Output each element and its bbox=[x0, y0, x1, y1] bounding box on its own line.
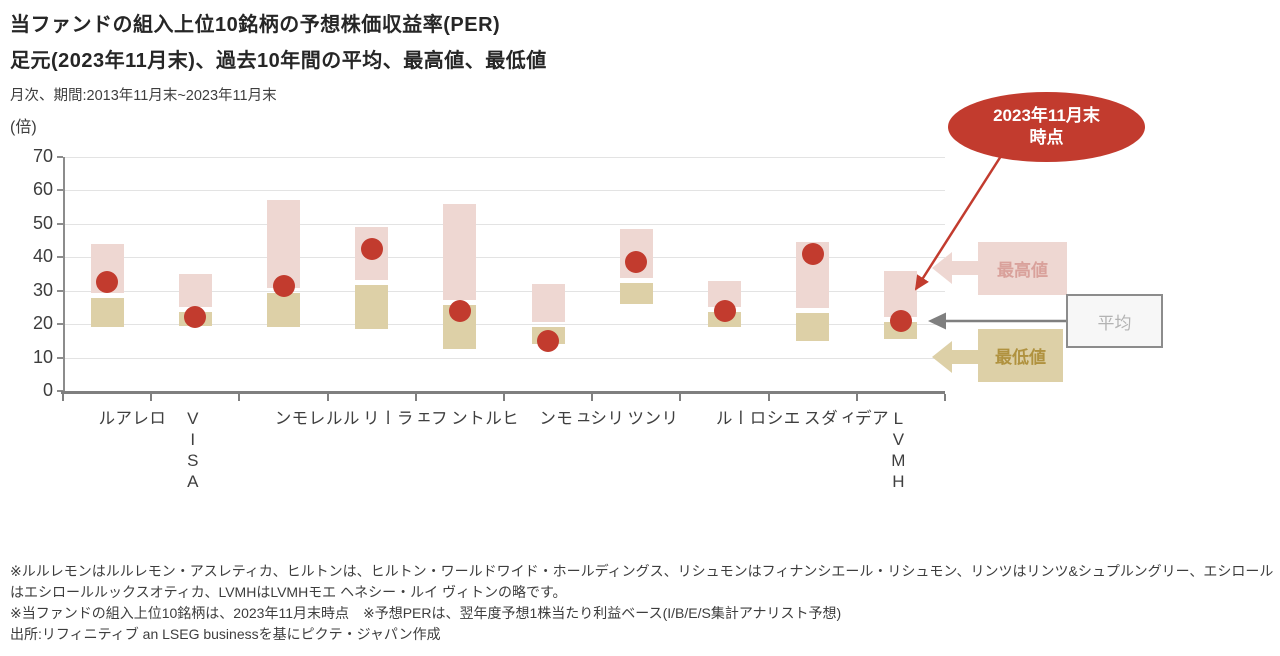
x-axis-line bbox=[61, 391, 945, 394]
chart-subtitle: 足元(2023年11月末)、過去10年間の平均、最高値、最低値 bbox=[10, 50, 547, 72]
plot-area: 0 10 20 30 40 50 60 70 ロレアル VISA ルルレモン フェラーリ ヒルトン リシュ… bbox=[33, 146, 946, 493]
footnote-abbreviations: ※ルルレモンはルルレモン・アスレティカ、ヒルトンは、ヒルトン・ワールドワイド・ホ… bbox=[10, 563, 1274, 600]
current-per-dot bbox=[184, 306, 207, 329]
x-category-label: ロレアル bbox=[95, 409, 166, 430]
x-axis-tick bbox=[679, 394, 682, 401]
chart-title: 当ファンドの組入上位10銘柄の予想株価収益率(PER) bbox=[10, 14, 501, 36]
y-tick-label: 70 bbox=[32, 146, 53, 166]
x-axis-tick bbox=[62, 394, 64, 401]
x-category-label: フェラーリ bbox=[359, 409, 447, 430]
annotation-current-line1: 2023年11月末 bbox=[993, 105, 1100, 125]
current-per-dot bbox=[448, 299, 471, 322]
y-tick-label: 20 bbox=[32, 313, 53, 334]
x-axis-tick bbox=[414, 394, 417, 401]
y-axis-tick bbox=[57, 256, 63, 259]
x-axis-tick bbox=[503, 394, 505, 401]
current-per-dot bbox=[96, 271, 119, 294]
x-category-label: LVMH bbox=[888, 409, 908, 493]
x-axis-tick bbox=[767, 394, 770, 401]
min-range-bar bbox=[796, 313, 830, 341]
max-range-bar bbox=[884, 270, 918, 317]
y-axis-tick bbox=[57, 289, 63, 292]
y-tick-label: 50 bbox=[32, 212, 53, 233]
footnotes-block: ※ルルレモンはルルレモン・アスレティカ、ヒルトンは、ヒルトン・ワールドワイド・ホ… bbox=[10, 561, 1276, 645]
y-axis-tick bbox=[57, 189, 63, 192]
footnote-source: 出所:リフィニティブ an LSEG businessを基にピクテ・ジャパン作成 bbox=[10, 626, 441, 642]
y-tick-label: 0 bbox=[42, 380, 53, 400]
max-range-bar bbox=[178, 274, 212, 307]
annotation-current-line2: 時点 bbox=[1029, 128, 1064, 147]
current-per-dot bbox=[360, 237, 383, 260]
gridline bbox=[63, 357, 945, 359]
legend-avg-box: 平均 bbox=[1066, 294, 1163, 348]
footnote-methodology: ※当ファンドの組入上位10銘柄は、2023年11月末時点 ※予想PERは、翌年度… bbox=[10, 605, 842, 621]
gridline bbox=[63, 190, 945, 192]
y-axis-tick bbox=[57, 222, 63, 225]
x-category-label: ルルレモン bbox=[271, 409, 359, 430]
min-range-bar bbox=[267, 293, 300, 328]
gridline bbox=[63, 223, 945, 225]
y-tick-label: 40 bbox=[32, 246, 53, 267]
x-axis-tick bbox=[150, 394, 153, 401]
current-per-dot bbox=[713, 299, 736, 322]
gridline bbox=[63, 257, 945, 259]
min-range-bar bbox=[90, 298, 124, 328]
x-axis-tick bbox=[591, 394, 594, 401]
y-axis-tick bbox=[57, 390, 63, 392]
y-axis-tick bbox=[57, 323, 63, 326]
gridline bbox=[63, 324, 945, 326]
max-range-bar bbox=[267, 200, 300, 289]
min-range-bar bbox=[355, 284, 389, 330]
x-category-label: リシュモン bbox=[536, 409, 624, 430]
x-axis-tick bbox=[944, 394, 946, 401]
y-axis-tick bbox=[57, 156, 63, 158]
x-category-label: ヒルトン bbox=[447, 409, 518, 430]
gridline bbox=[63, 290, 945, 292]
x-axis-tick bbox=[855, 394, 858, 401]
y-axis-line bbox=[63, 157, 65, 391]
min-range-bar bbox=[619, 283, 653, 305]
x-category-label: VISA bbox=[183, 409, 203, 493]
chart-period: 月次、期間:2013年11月末~2023年11月末 bbox=[10, 88, 277, 104]
y-tick-label: 30 bbox=[32, 279, 53, 300]
max-range-bar bbox=[443, 203, 477, 300]
current-per-dot bbox=[801, 242, 824, 265]
annotation-current-bubble: 2023年11月末 時点 bbox=[948, 92, 1145, 162]
y-axis-tick bbox=[57, 356, 63, 359]
x-category-label: エシロール bbox=[712, 409, 800, 430]
y-tick-label: 10 bbox=[32, 346, 53, 367]
x-category-label: アディダス bbox=[800, 409, 888, 430]
x-category-label: リンツ bbox=[624, 409, 678, 430]
legend-min-label: 最低値 bbox=[978, 329, 1063, 382]
gridline bbox=[63, 157, 945, 158]
legend-max-label: 最高値 bbox=[978, 242, 1067, 295]
y-tick-label: 60 bbox=[32, 179, 53, 200]
x-axis-tick bbox=[238, 394, 241, 401]
current-per-dot bbox=[537, 329, 560, 352]
current-per-dot bbox=[272, 274, 295, 297]
max-range-bar bbox=[531, 284, 565, 322]
current-per-dot bbox=[625, 251, 648, 274]
y-axis-unit-label: (倍) bbox=[10, 119, 37, 136]
x-axis-tick bbox=[326, 394, 329, 401]
current-per-dot bbox=[889, 309, 912, 332]
